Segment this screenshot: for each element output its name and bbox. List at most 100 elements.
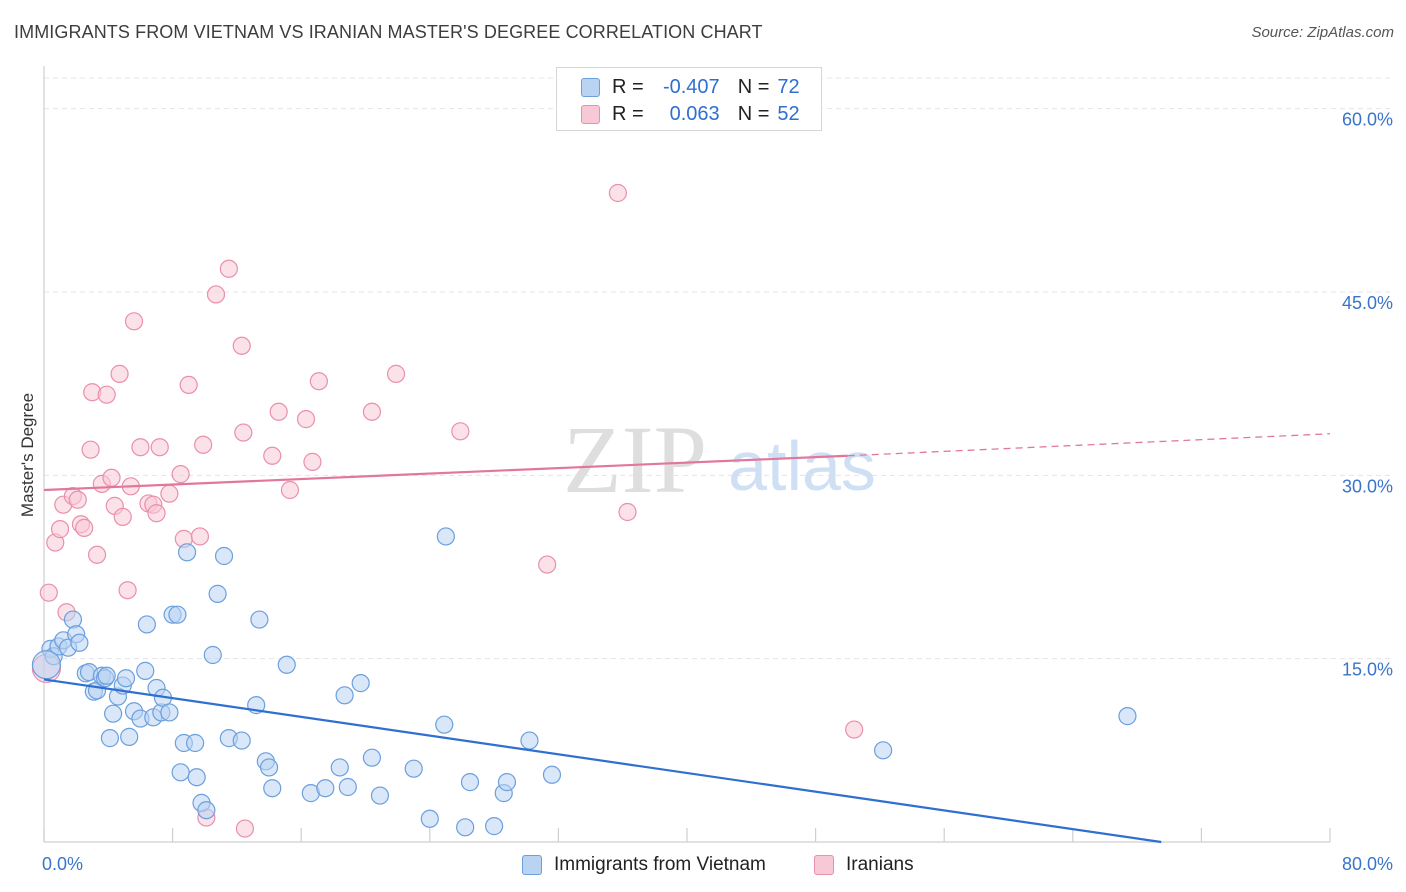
- iranians-point: [608, 183, 627, 203]
- stats-row-vietnam: R = -0.407 N = 72: [557, 73, 800, 101]
- r-value-iranians: 0.063: [669, 102, 720, 125]
- iranians-point: [68, 490, 87, 509]
- vietnam-point: [203, 645, 222, 665]
- iranians-trendline-extension: [847, 433, 1331, 457]
- iranians-point: [234, 423, 253, 442]
- legend-swatch-vietnam: [522, 855, 542, 875]
- iranians-point: [102, 468, 121, 487]
- vietnam-point: [232, 731, 251, 750]
- x-tick-label-max: 80.0%: [1342, 854, 1393, 874]
- vietnam-point: [542, 765, 562, 784]
- r-value-vietnam: -0.407: [662, 75, 720, 98]
- iranians-point: [50, 520, 70, 539]
- iranians-point: [150, 438, 169, 457]
- vietnam-point: [1118, 707, 1137, 726]
- vietnam-point: [362, 748, 382, 767]
- legend-item-iranians[interactable]: Iranians: [814, 852, 914, 878]
- vietnam-point: [171, 763, 190, 782]
- iranians-point: [124, 312, 144, 331]
- vietnam-point: [120, 727, 139, 746]
- tick-labels: 15.0% 30.0% 45.0% 60.0% 0.0% 80.0%: [42, 110, 1393, 874]
- r-label: R =: [612, 75, 644, 98]
- iranians-point: [190, 527, 210, 546]
- vietnam-point: [187, 768, 206, 787]
- stats-swatch-vietnam: [581, 77, 600, 97]
- vietnam-point: [435, 715, 454, 734]
- vietnam-point: [214, 546, 234, 566]
- iranians-point: [303, 452, 322, 471]
- y-tick-label-60: 60.0%: [1342, 110, 1393, 130]
- vietnam-point: [100, 729, 120, 748]
- vietnam-points: [31, 527, 1137, 837]
- vietnam-point: [177, 543, 197, 562]
- vietnam-point: [137, 615, 156, 634]
- y-tick-label-45: 45.0%: [1342, 293, 1393, 313]
- vietnam-point: [136, 661, 155, 680]
- iranians-point: [618, 502, 637, 522]
- iranians-point: [110, 364, 129, 383]
- stats-box: R = -0.407 N = 72 R = 0.063 N = 52: [556, 67, 822, 131]
- stats-swatch-iranians: [581, 104, 600, 124]
- vietnam-trendline: [43, 678, 1162, 844]
- axes: [43, 66, 1331, 843]
- iranians-point: [171, 465, 190, 484]
- watermark: ZIP atlas: [563, 406, 876, 513]
- iranians-point: [386, 364, 406, 383]
- iranians-point: [87, 545, 107, 564]
- source-label: Source: ZipAtlas.com: [1251, 24, 1394, 41]
- iranians-point: [160, 484, 179, 503]
- iranians-point: [206, 285, 226, 304]
- legend: Immigrants from Vietnam Iranians: [0, 852, 1406, 878]
- vietnam-point: [351, 674, 370, 693]
- r-label: R =: [612, 102, 644, 125]
- iranians-point: [309, 372, 328, 391]
- iranians-point: [147, 504, 166, 523]
- iranians-point: [362, 402, 382, 421]
- iranians-point: [118, 581, 137, 600]
- vietnam-point: [63, 610, 83, 629]
- vietnam-point: [31, 650, 62, 680]
- n-value-vietnam: 72: [777, 75, 800, 98]
- vietnam-point: [116, 669, 136, 688]
- iranians-point: [131, 438, 150, 457]
- iranians-point: [263, 446, 282, 465]
- iranians-point: [179, 375, 198, 394]
- vietnam-point: [338, 777, 357, 797]
- vietnam-point: [316, 779, 335, 798]
- vietnam-point: [420, 809, 439, 828]
- vietnam-point: [335, 686, 354, 705]
- x-tick-label-min: 0.0%: [42, 854, 83, 874]
- vietnam-point: [370, 786, 390, 805]
- legend-item-vietnam[interactable]: Immigrants from Vietnam: [522, 852, 766, 878]
- iranians-point: [269, 402, 288, 421]
- iranians-point: [538, 555, 557, 574]
- n-label: N =: [737, 75, 770, 98]
- iranians-point: [235, 819, 255, 838]
- vietnam-point: [160, 703, 179, 722]
- iranians-point: [39, 583, 58, 602]
- vietnam-point: [259, 758, 279, 777]
- iranians-point: [219, 259, 238, 278]
- vietnam-point: [404, 759, 423, 778]
- legend-label-iranians: Iranians: [846, 854, 914, 875]
- chart-title: IMMIGRANTS FROM VIETNAM VS IRANIAN MASTE…: [14, 22, 763, 42]
- vietnam-point: [208, 584, 227, 603]
- watermark-atlas: atlas: [728, 427, 876, 505]
- vietnam-point: [520, 731, 539, 750]
- n-value-iranians: 52: [777, 102, 800, 125]
- vietnam-point: [104, 704, 123, 723]
- legend-label-vietnam: Immigrants from Vietnam: [554, 854, 766, 875]
- vietnam-point: [97, 666, 116, 685]
- vietnam-point: [70, 633, 89, 652]
- vietnam-point: [485, 817, 504, 836]
- vietnam-point: [186, 733, 205, 753]
- y-tick-label-15: 15.0%: [1342, 660, 1393, 680]
- trendlines: [43, 433, 1331, 844]
- n-label: N =: [737, 102, 770, 125]
- watermark-zip: ZIP: [563, 406, 707, 513]
- iranians-point: [97, 385, 116, 404]
- y-tick-label-30: 30.0%: [1342, 476, 1393, 496]
- vietnam-point: [874, 741, 893, 760]
- iranians-point: [81, 440, 100, 459]
